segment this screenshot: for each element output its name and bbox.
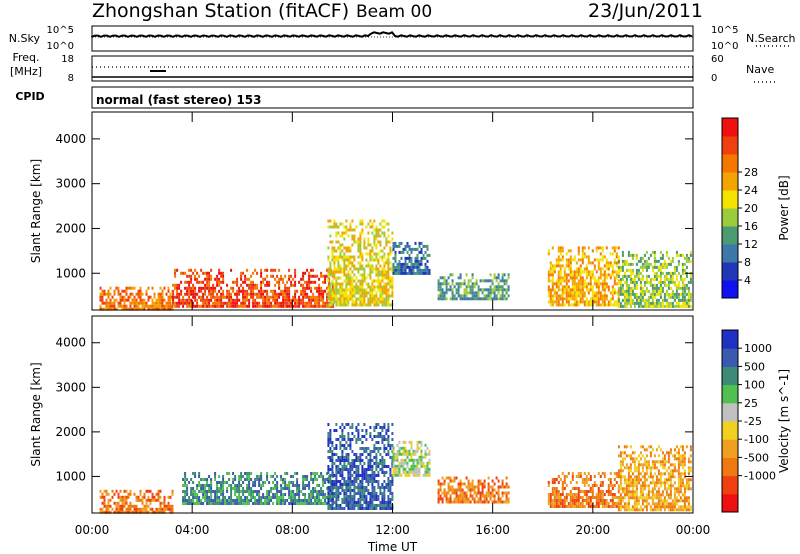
freq-unit-label: [MHz] — [10, 65, 42, 78]
freq-panel-frame — [91, 55, 694, 82]
cpid-panel-frame — [91, 86, 694, 109]
velocity-colorbar-segment — [722, 421, 738, 440]
x-tick-label: 08:00 — [275, 523, 310, 537]
power-colorbar-segment — [722, 190, 738, 209]
velocity-colorbar-segment — [722, 366, 738, 386]
freq-tick-high: 18 — [61, 54, 74, 65]
power-colorbar-segment — [722, 208, 738, 227]
velocity-colorbar-segment — [722, 457, 738, 477]
x-tick-label: 20:00 — [576, 523, 611, 537]
power-colorbar-segment — [722, 172, 738, 191]
power-colorbar-segment — [722, 262, 738, 281]
power-colorbar-label: Power [dB] — [777, 175, 791, 240]
velocity-y-axis-label: Slant Range [km] — [29, 362, 43, 466]
velocity-y-tick-label: 1000 — [55, 469, 86, 483]
nsky-tick-low: 10^0 — [47, 41, 74, 52]
velocity-colorbar-tick-label: -500 — [744, 451, 769, 464]
power-y-tick-label: 4000 — [55, 132, 86, 146]
nsearch-tick-high: 10^5 — [711, 25, 738, 36]
velocity-colorbar-segment — [722, 439, 738, 458]
power-colorbar-segment — [722, 118, 738, 137]
velocity-colorbar-tick-label: -1000 — [744, 470, 776, 483]
nsky-trace — [91, 31, 693, 38]
velocity-colorbar-segment — [722, 330, 738, 349]
power-colorbar-tick-label: 28 — [744, 166, 758, 179]
velocity-colorbar-segment — [722, 384, 738, 404]
date-label: 23/Jun/2011 — [588, 0, 704, 22]
power-colorbar-segment — [722, 280, 738, 299]
power-y-tick-label: 1000 — [55, 266, 86, 280]
velocity-colorbar-segment — [722, 348, 738, 367]
nave-label: Nave — [746, 63, 774, 76]
velocity-colorbar-label: Velocity [m s^-1] — [777, 369, 791, 473]
velocity-colorbar-tick-label: -25 — [744, 415, 762, 428]
cpid-label: CPID — [15, 90, 44, 103]
velocity-colorbar-tick-label: -100 — [744, 433, 769, 446]
power-colorbar-tick-label: 20 — [744, 202, 758, 215]
nave-tick-high: 60 — [711, 54, 724, 65]
x-tick-label: 00:00 — [676, 523, 711, 537]
cpid-mode: normal (fast stereo) 153 — [96, 93, 262, 107]
x-axis-label: Time UT — [367, 540, 418, 554]
power-colorbar-segment — [722, 154, 738, 173]
velocity-colorbar-tick-label: 25 — [744, 397, 758, 410]
power-colorbar-segment — [722, 244, 738, 263]
x-tick-label: 12:00 — [375, 523, 410, 537]
velocity-colorbar-tick-label: 500 — [744, 360, 765, 373]
velocity-colorbar-segment — [722, 402, 738, 422]
velocity-colorbar-segment — [722, 475, 738, 495]
freq-label: Freq. — [12, 51, 39, 64]
power-colorbar-tick-label: 4 — [744, 274, 751, 287]
power-colorbar-segment — [722, 226, 738, 245]
x-tick-label: 04:00 — [175, 523, 210, 537]
velocity-data-cells — [99, 423, 692, 514]
nave-tick-low: 0 — [711, 73, 717, 84]
velocity-y-tick-label: 4000 — [55, 336, 86, 350]
station-title: Zhongshan Station (fitACF) — [92, 0, 350, 22]
velocity-y-tick-label: 3000 — [55, 380, 86, 394]
velocity-colorbar-tick-label: 100 — [744, 379, 765, 392]
nsky-panel-frame — [91, 25, 694, 52]
velocity-y-tick-label: 2000 — [55, 425, 86, 439]
power-y-tick-label: 3000 — [55, 177, 86, 191]
power-data-cells — [99, 219, 692, 311]
power-colorbar-segment — [722, 136, 738, 155]
nsearch-label: N.Search — [746, 32, 796, 45]
x-tick-label: 16:00 — [475, 523, 510, 537]
power-colorbar-tick-label: 16 — [744, 220, 758, 233]
power-y-axis-label: Slant Range [km] — [29, 159, 43, 263]
power-colorbar-tick-label: 8 — [744, 256, 751, 269]
freq-tick-low: 8 — [68, 73, 74, 84]
power-y-tick-label: 2000 — [55, 221, 86, 235]
nsearch-tick-low: 10^0 — [711, 41, 738, 52]
power-colorbar-tick-label: 24 — [744, 184, 758, 197]
velocity-colorbar-tick-label: 1000 — [744, 342, 772, 355]
velocity-colorbar-segment — [722, 493, 738, 513]
power-colorbar-tick-label: 12 — [744, 238, 758, 251]
nsky-label: N.Sky — [9, 32, 41, 45]
nsky-tick-high: 10^5 — [47, 25, 74, 36]
beam-label: Beam 00 — [356, 2, 433, 22]
x-tick-label: 00:00 — [75, 523, 110, 537]
